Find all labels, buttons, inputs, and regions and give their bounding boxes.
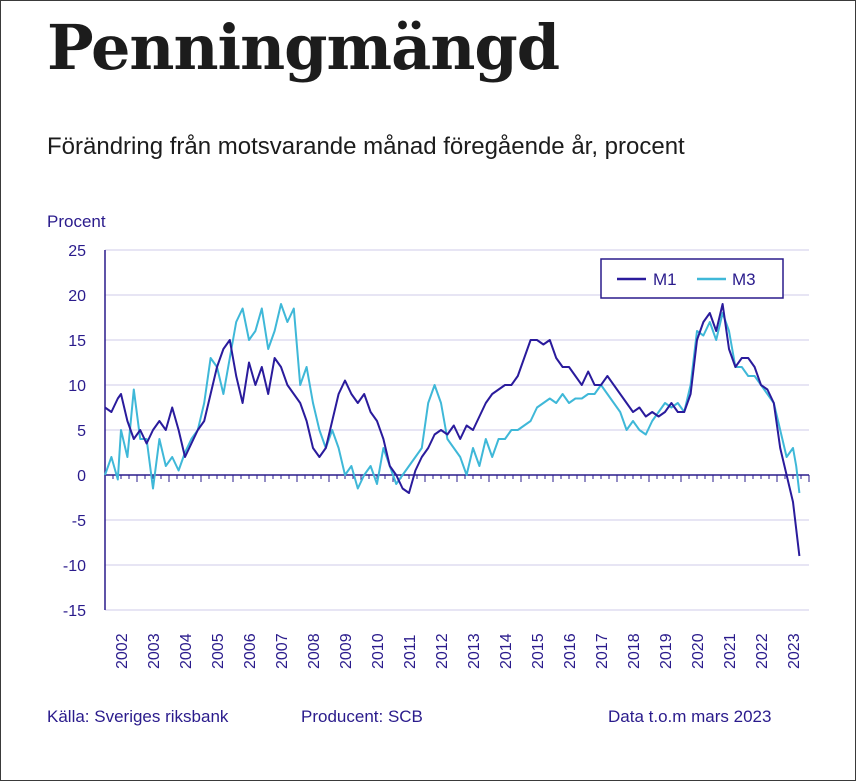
x-tick-label: 2012: [434, 633, 451, 669]
x-axis-ticks: 2002 2003 2004 2005 2006 2007 2008 2009 2010 2011…: [104, 475, 810, 669]
y-tick-label: -15: [63, 603, 86, 620]
y-tick-label: 10: [68, 378, 86, 395]
y-tick-label: 25: [68, 243, 86, 260]
series-line-m1: [104, 303, 801, 557]
x-tick-label: 2023: [786, 633, 803, 669]
x-tick-label: 2006: [242, 633, 259, 669]
y-tick-label: 20: [68, 288, 86, 305]
x-tick-label: 2021: [722, 633, 739, 669]
x-tick-label: 2007: [274, 633, 291, 669]
y-axis-title: Procent: [47, 212, 106, 231]
y-tick-label: -10: [63, 558, 86, 575]
y-tick-label: 15: [68, 333, 86, 350]
source-note: Källa: Sveriges riksbank: [47, 707, 229, 726]
x-tick-label: 2018: [626, 633, 643, 669]
x-tick-label: 2022: [754, 633, 771, 669]
legend-m3-label: M3: [732, 270, 756, 289]
producer-note: Producent: SCB: [301, 707, 423, 726]
x-tick-label: 2002: [114, 633, 131, 669]
x-tick-label: 2015: [530, 633, 547, 669]
x-tick-label: 2004: [178, 633, 195, 669]
chart-subtitle: Förändring från motsvarande månad föregå…: [47, 133, 685, 160]
x-tick-label: 2010: [370, 633, 387, 669]
y-axis-ticks: 25 20 15 10 5 0 -5 -10 -15: [63, 243, 86, 620]
y-tick-label: 0: [77, 468, 86, 485]
x-tick-label: 2016: [562, 633, 579, 669]
legend-m1-label: M1: [653, 270, 677, 289]
x-tick-label: 2017: [594, 633, 611, 669]
x-tick-label: 2009: [338, 633, 355, 669]
x-tick-label: 2014: [498, 633, 515, 669]
x-tick-label: 2011: [402, 634, 419, 669]
x-tick-label: 2013: [466, 633, 483, 669]
x-tick-label: 2020: [690, 633, 707, 669]
x-tick-label: 2003: [146, 633, 163, 669]
chart-legend: M1 M3: [600, 258, 784, 299]
x-tick-label: 2019: [658, 633, 675, 669]
x-tick-label: 2005: [210, 633, 227, 669]
data-period-note: Data t.o.m mars 2023: [608, 707, 772, 726]
y-tick-label: -5: [72, 513, 86, 530]
x-tick-label: 2008: [306, 633, 323, 669]
y-tick-label: 5: [77, 423, 86, 440]
series-line-m3: [104, 303, 801, 494]
page-title: Penningmängd: [47, 11, 560, 84]
series-lines: [104, 303, 801, 557]
